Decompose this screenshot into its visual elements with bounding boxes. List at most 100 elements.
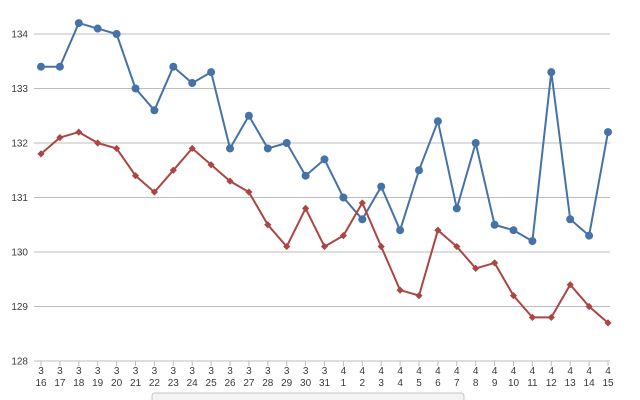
data-point[interactable] — [566, 215, 575, 224]
data-point[interactable] — [37, 150, 45, 158]
data-point[interactable] — [566, 281, 574, 289]
series-1 — [37, 19, 612, 246]
data-point[interactable] — [301, 171, 310, 180]
data-point[interactable] — [528, 237, 537, 246]
data-point[interactable] — [150, 188, 158, 196]
data-point[interactable] — [453, 242, 461, 251]
y-tick-label: 132 — [11, 139, 28, 150]
x-tick-label-month: 4 — [586, 366, 592, 377]
data-point[interactable] — [509, 226, 518, 235]
data-point[interactable] — [452, 204, 461, 213]
data-point[interactable] — [490, 220, 499, 229]
data-point[interactable] — [585, 302, 593, 311]
data-point[interactable] — [283, 242, 291, 251]
data-point[interactable] — [264, 221, 272, 229]
y-tick-label: 129 — [11, 302, 28, 313]
x-tick-label-day: 23 — [168, 378, 180, 389]
y-tick-label: 134 — [11, 30, 28, 41]
data-point[interactable] — [339, 232, 347, 240]
data-point[interactable] — [358, 199, 366, 207]
x-tick-label-day: 15 — [602, 378, 614, 389]
y-axis: 128 129 130 131 132 133 134 — [11, 30, 28, 368]
data-point[interactable] — [169, 166, 177, 174]
data-point[interactable] — [226, 144, 234, 153]
x-tick-label-month: 3 — [322, 366, 328, 377]
data-point[interactable] — [263, 144, 272, 153]
data-point[interactable] — [377, 242, 385, 251]
data-point[interactable] — [491, 259, 499, 267]
x-axis: 3163173183193203213223233243253263273283… — [35, 361, 614, 389]
data-point[interactable] — [112, 30, 121, 38]
x-tick-label-month: 3 — [152, 366, 158, 377]
x-tick-label-day: 26 — [224, 378, 236, 389]
x-tick-label-day: 2 — [360, 378, 366, 389]
x-tick-label-month: 3 — [95, 366, 101, 377]
x-tick-label-day: 6 — [435, 378, 441, 389]
x-tick-label-month: 3 — [57, 366, 63, 377]
data-point[interactable] — [377, 182, 386, 191]
data-point[interactable] — [585, 231, 594, 240]
x-tick-label-month: 3 — [246, 366, 252, 377]
x-tick-label-month: 3 — [265, 366, 271, 377]
data-point[interactable] — [547, 313, 555, 321]
data-point[interactable] — [415, 292, 423, 300]
data-point[interactable] — [415, 166, 423, 175]
data-point[interactable] — [113, 144, 121, 153]
series-layer — [37, 19, 612, 327]
data-point[interactable] — [245, 188, 253, 196]
y-tick-label: 130 — [11, 248, 28, 259]
data-point[interactable] — [207, 161, 215, 169]
y-tick-label: 133 — [11, 84, 28, 95]
data-point[interactable] — [93, 24, 102, 33]
data-point[interactable] — [75, 128, 83, 136]
data-point[interactable] — [472, 264, 480, 272]
data-point[interactable] — [433, 117, 442, 126]
x-tick-label-day: 27 — [243, 378, 255, 389]
data-point[interactable] — [226, 177, 234, 185]
x-tick-label-month: 3 — [303, 366, 309, 377]
x-tick-label-day: 20 — [111, 378, 123, 389]
data-point[interactable] — [320, 242, 329, 251]
scrollbar-handle[interactable] — [151, 392, 465, 400]
data-point[interactable] — [150, 106, 159, 115]
x-tick-label-day: 31 — [319, 378, 331, 389]
data-point[interactable] — [56, 133, 64, 142]
x-tick-label-month: 4 — [378, 366, 384, 377]
data-point[interactable] — [282, 139, 291, 147]
data-point[interactable] — [528, 313, 536, 321]
data-point[interactable] — [169, 62, 178, 71]
data-point[interactable] — [471, 139, 480, 147]
data-point[interactable] — [131, 84, 140, 93]
data-point[interactable] — [547, 68, 556, 77]
x-tick-label-month: 4 — [549, 366, 555, 377]
x-tick-label-month: 4 — [492, 366, 498, 377]
data-point[interactable] — [509, 292, 518, 300]
data-point[interactable] — [188, 79, 197, 88]
x-tick-label-month: 3 — [171, 366, 177, 377]
x-tick-label-month: 4 — [605, 366, 611, 377]
series-line — [41, 22, 609, 243]
data-point[interactable] — [604, 128, 612, 137]
x-tick-label-day: 14 — [584, 378, 596, 389]
data-point[interactable] — [434, 226, 442, 234]
data-point[interactable] — [188, 144, 196, 153]
data-point[interactable] — [207, 68, 216, 77]
x-tick-label-day: 22 — [149, 378, 161, 389]
data-point[interactable] — [244, 111, 253, 120]
data-point[interactable] — [604, 319, 612, 327]
x-tick-label-month: 4 — [567, 366, 573, 377]
x-tick-label-day: 29 — [281, 378, 293, 389]
data-point[interactable] — [74, 19, 83, 28]
data-point[interactable] — [396, 226, 405, 235]
data-point[interactable] — [396, 286, 404, 294]
data-point[interactable] — [358, 215, 367, 224]
data-point[interactable] — [131, 172, 140, 180]
y-tick-label: 128 — [11, 357, 28, 368]
data-point[interactable] — [339, 193, 348, 202]
data-point[interactable] — [94, 139, 102, 147]
data-point[interactable] — [302, 204, 310, 212]
data-point[interactable] — [55, 62, 64, 71]
x-tick-label-day: 17 — [54, 378, 66, 389]
data-point[interactable] — [320, 155, 329, 164]
data-point[interactable] — [37, 62, 45, 71]
